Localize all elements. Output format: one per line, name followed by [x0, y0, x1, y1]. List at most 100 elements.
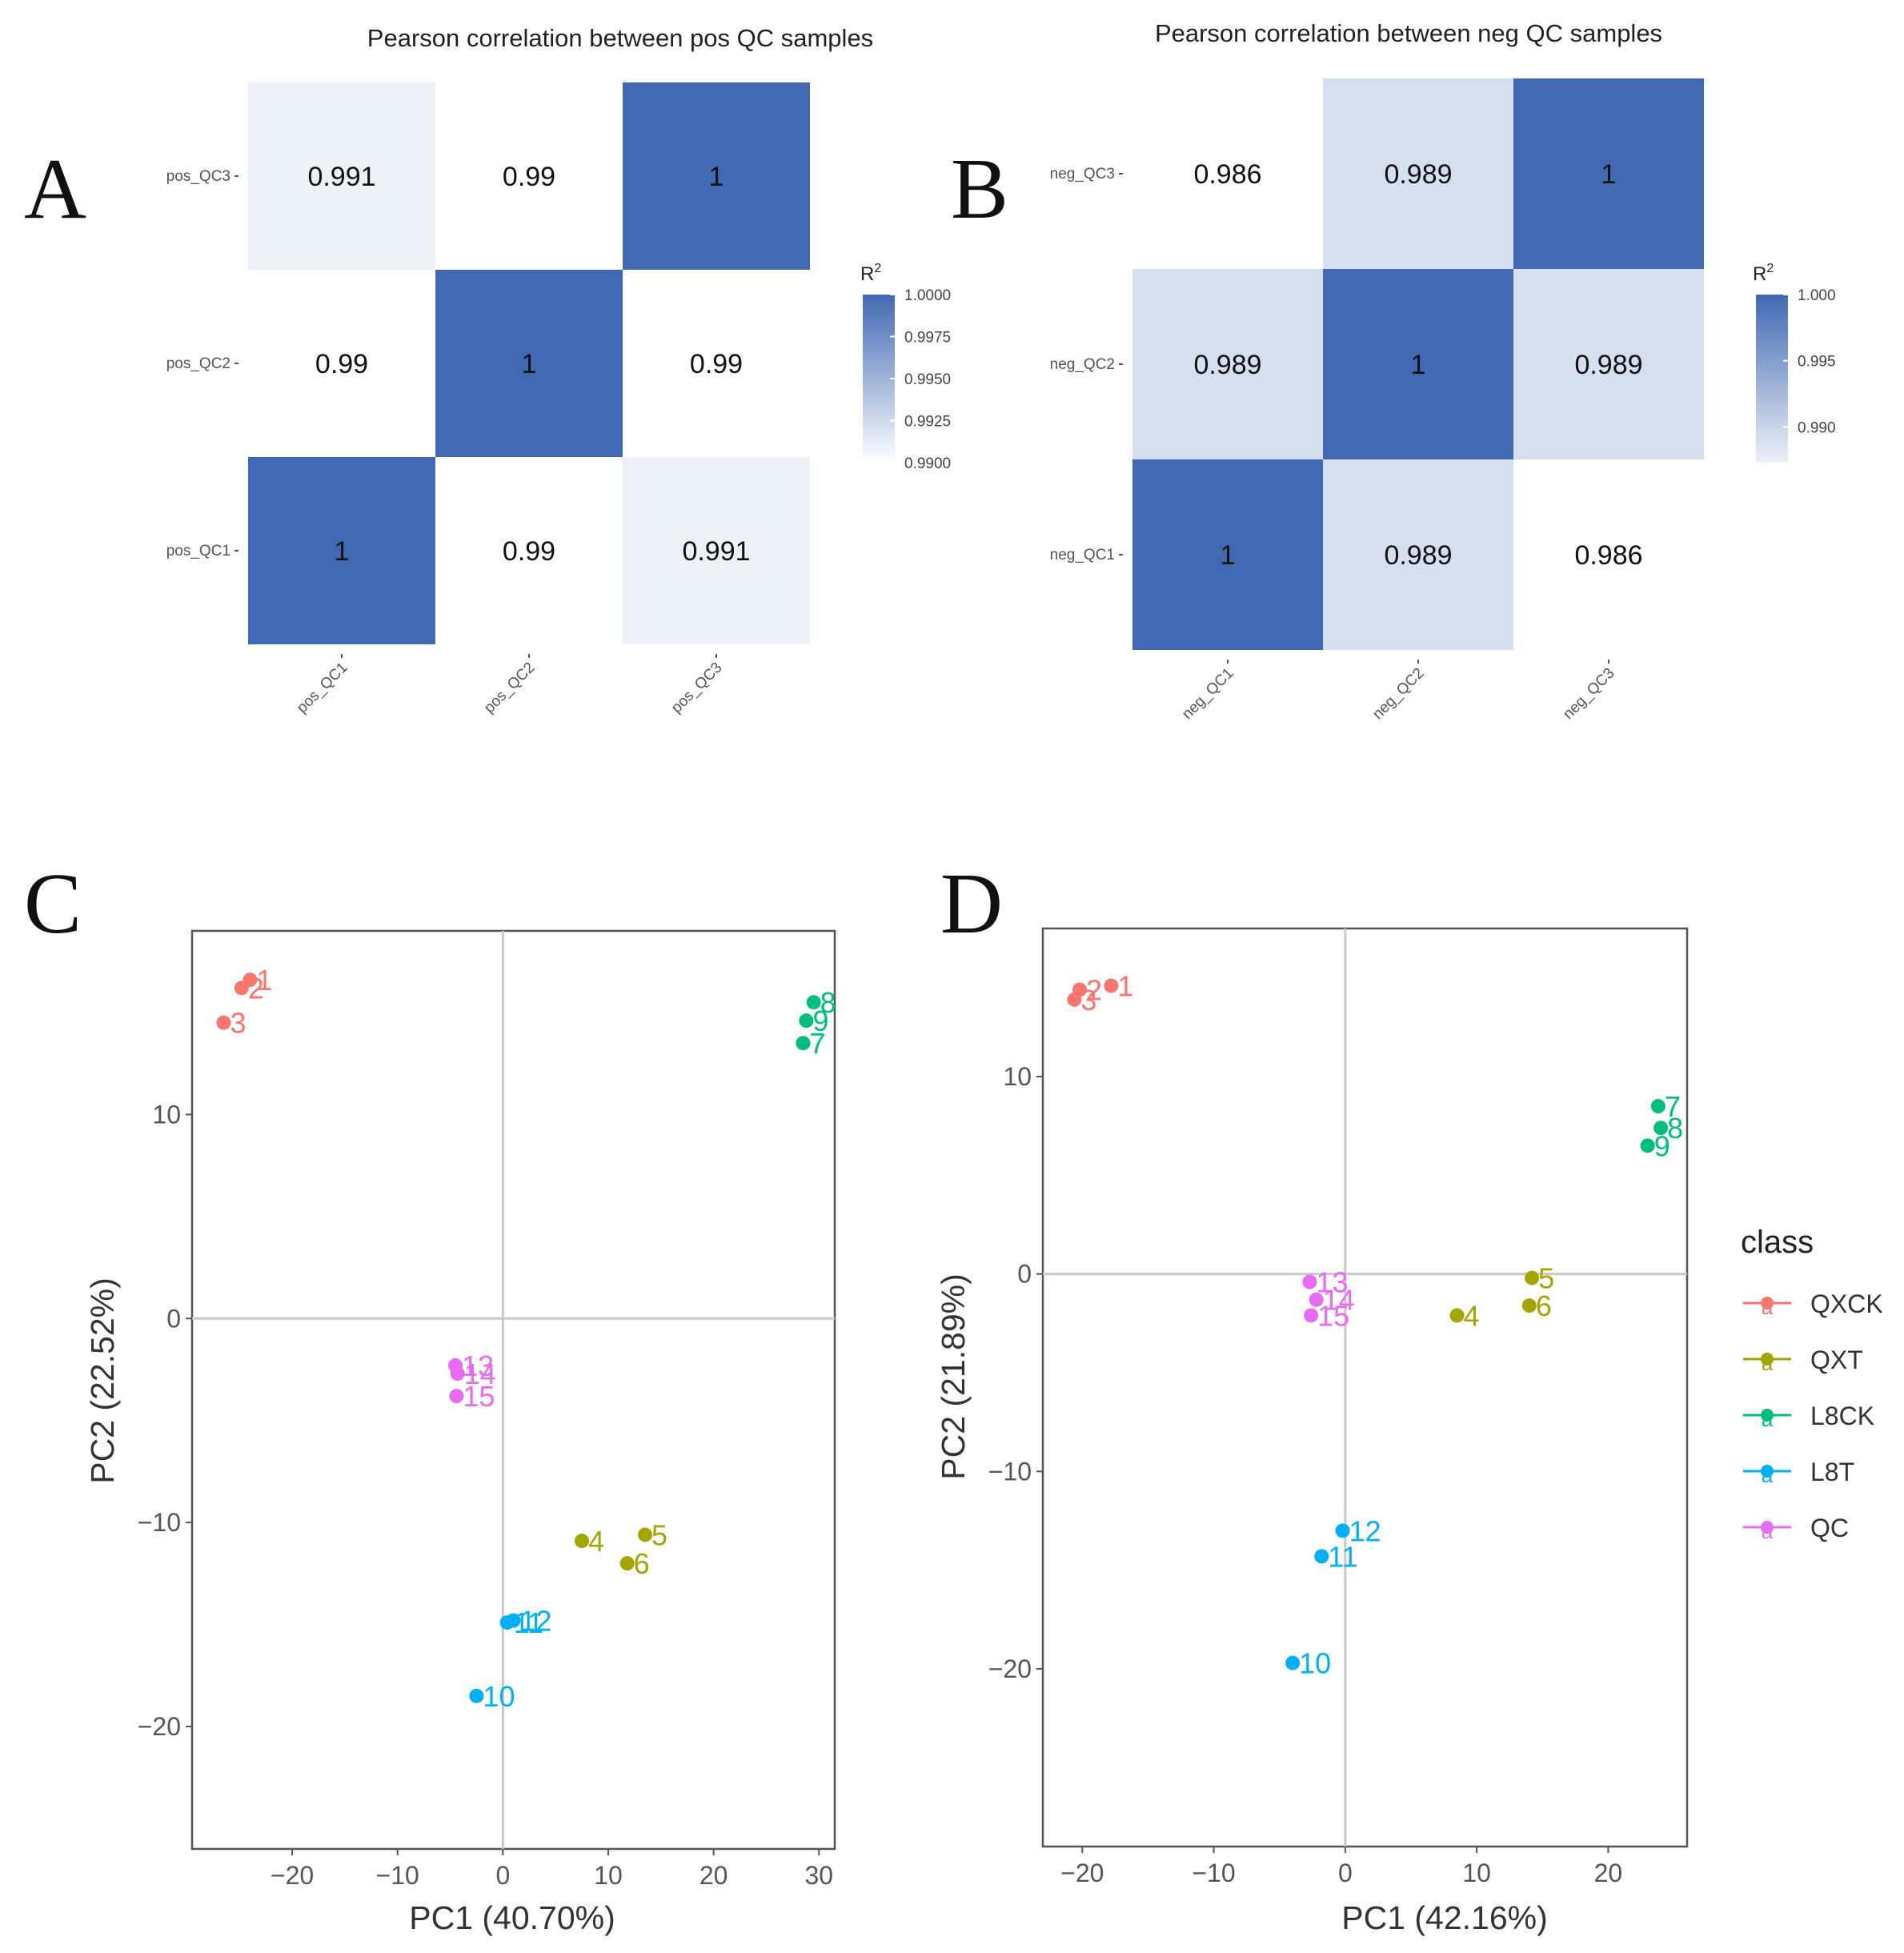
point-label: 2 — [248, 972, 264, 1005]
heatmap-cell-label: 0.99 — [503, 162, 555, 192]
legend-key-point — [1761, 1409, 1774, 1422]
heatmap-pos-qc: Pearson correlation between pos QC sampl… — [166, 24, 951, 716]
point-label: 5 — [651, 1518, 667, 1551]
heatmap-cell — [1132, 269, 1323, 459]
legend-key-point — [1761, 1353, 1774, 1365]
legend-key-glyph: a — [1762, 1407, 1774, 1431]
pca-pos-ylabel: PC2 (22.52%) — [84, 1277, 121, 1484]
data-point — [1104, 978, 1119, 993]
col-label: pos_QC2 — [481, 660, 539, 717]
legend-item-label: QXCK — [1810, 1289, 1883, 1318]
y-tick-label: −10 — [988, 1457, 1032, 1486]
heatmap-cell-label: 0.989 — [1193, 350, 1261, 380]
heatmap-cell-label: 0.99 — [503, 536, 555, 567]
x-tick-label: 20 — [699, 1861, 728, 1890]
panel-letter-d: D — [940, 856, 1003, 952]
heatmap-cell — [623, 457, 810, 644]
data-point — [1525, 1270, 1540, 1285]
data-point — [806, 995, 821, 1010]
point-label: 11 — [1328, 1540, 1357, 1573]
legend-item-label: QXT — [1810, 1345, 1863, 1374]
pca-neg-xlabel: PC1 (42.16%) — [1341, 1899, 1548, 1936]
legend-key-glyph: a — [1762, 1351, 1774, 1375]
legend-key-glyph: a — [1762, 1463, 1774, 1487]
heatmap-cell — [1323, 459, 1513, 650]
row-label: pos_QC2 — [166, 355, 230, 372]
data-point — [1650, 1099, 1665, 1113]
point-label: 13 — [462, 1349, 494, 1382]
point-label: 7 — [810, 1027, 826, 1060]
plot-frame — [1041, 927, 1689, 1848]
legend-tick-label: 0.9975 — [904, 330, 951, 347]
data-point — [1309, 1292, 1324, 1307]
legend-colorbar — [1756, 295, 1788, 463]
data-point — [1521, 1298, 1537, 1313]
class-legend: class a QXCK a QXT a L8CK a L8T a QC — [1741, 1225, 1883, 1543]
heatmap-cell-label: 0.99 — [315, 349, 368, 379]
point-label: 6 — [634, 1547, 650, 1580]
panel-letter-c: C — [24, 856, 82, 952]
data-point — [1067, 992, 1082, 1007]
point-label: 15 — [463, 1380, 495, 1413]
heatmap-pos-title: Pearson correlation between pos QC sampl… — [367, 24, 873, 52]
point-label: 9 — [812, 1005, 828, 1037]
data-point — [1449, 1308, 1465, 1323]
point-label: 13 — [1317, 1266, 1349, 1299]
heatmap-cell-label: 0.989 — [1574, 350, 1642, 380]
heatmap-cell — [435, 82, 623, 270]
point-label: 2 — [1086, 973, 1102, 1006]
data-point — [234, 981, 249, 996]
y-tick-label: 10 — [152, 1100, 181, 1129]
pca-plot-area: −20 −10 0 10 20−20−1001012345678910111213141… — [988, 927, 1689, 1887]
pca-plot-neg: PC1 (42.16%) PC2 (21.89%) −20 −10 0 10 20−20… — [935, 927, 1689, 1936]
point-label: 15 — [1317, 1299, 1349, 1332]
x-tick-label: 20 — [1594, 1859, 1623, 1887]
point-label: 6 — [1536, 1289, 1552, 1322]
point-label: 9 — [1654, 1129, 1670, 1162]
point-label: 4 — [1464, 1299, 1480, 1332]
legend-neg-title: R2 — [1753, 262, 1774, 285]
data-point — [638, 1527, 653, 1542]
heatmap-cell — [1513, 459, 1704, 650]
legend-key-point — [1761, 1465, 1774, 1478]
heatmap-cell-label: 1 — [709, 162, 724, 192]
point-label: 12 — [1349, 1514, 1381, 1547]
data-point — [1640, 1138, 1655, 1153]
data-point — [1314, 1549, 1329, 1564]
row-label: pos_QC1 — [166, 543, 230, 559]
heatmap-cell-label: 0.99 — [690, 349, 743, 379]
data-point — [449, 1389, 464, 1404]
data-point — [1335, 1523, 1350, 1538]
col-label: neg_QC2 — [1369, 665, 1427, 723]
heatmap-cell — [1132, 78, 1323, 269]
data-point — [216, 1015, 231, 1030]
col-label: pos_QC1 — [294, 660, 351, 717]
heatmap-cell — [248, 82, 435, 270]
data-point — [1653, 1121, 1669, 1136]
heatmap-cell — [1323, 269, 1513, 459]
heatmap-cell-label: 0.989 — [1384, 540, 1452, 571]
legend-tick-label: 1.0000 — [904, 287, 951, 304]
heatmap-cell-label: 0.989 — [1384, 159, 1452, 190]
panel-letter-b: B — [951, 142, 1008, 237]
legend-item-label: QC — [1810, 1514, 1849, 1542]
data-point — [619, 1556, 635, 1571]
legend-tick-label: 0.995 — [1798, 354, 1836, 371]
y-tick-label: 0 — [1017, 1260, 1032, 1289]
pca-plot-pos: PC1 (40.70%) PC2 (22.52%) −20 −10 0 10 20 30−… — [84, 929, 836, 1936]
legend-item-label: L8T — [1810, 1458, 1854, 1486]
heatmap-cell — [1132, 459, 1323, 650]
plot-frame — [190, 929, 836, 1851]
heatmap-cell-label: 0.991 — [682, 536, 750, 567]
legend-tick-label: 0.9925 — [904, 414, 951, 431]
point-label: 10 — [483, 1680, 515, 1713]
y-tick-label: 10 — [1003, 1062, 1032, 1091]
point-label: 14 — [464, 1357, 496, 1390]
heatmap-cell — [435, 270, 623, 457]
pca-pos-xlabel: PC1 (40.70%) — [409, 1899, 615, 1936]
heatmap-cell — [248, 270, 435, 457]
y-tick-label: −20 — [988, 1654, 1032, 1683]
col-label: pos_QC3 — [668, 660, 726, 717]
